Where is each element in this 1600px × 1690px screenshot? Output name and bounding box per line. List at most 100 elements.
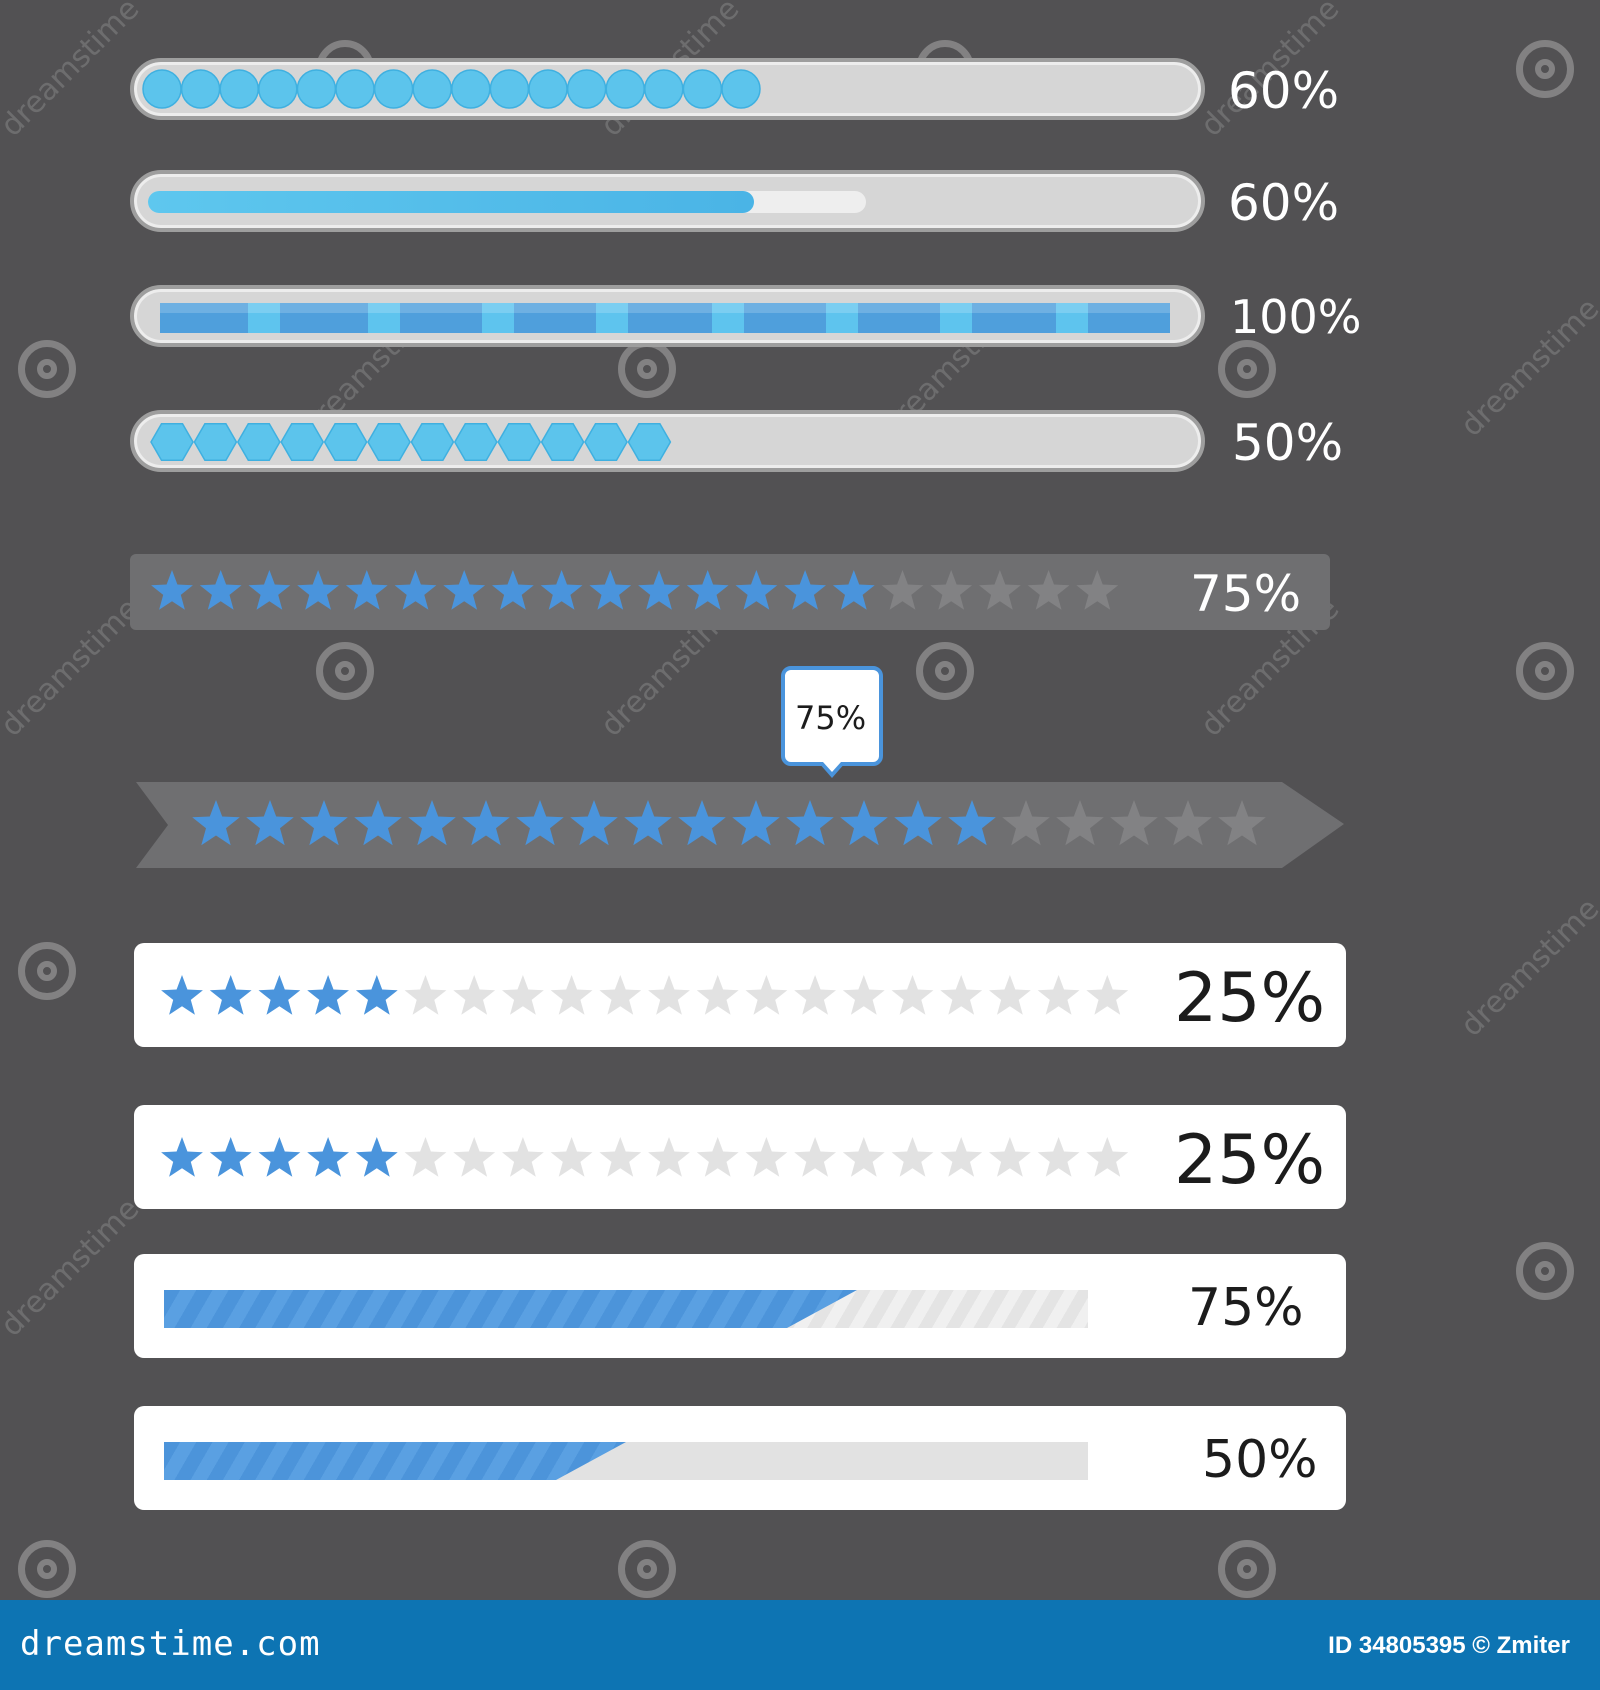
- circles-fill: [142, 69, 761, 109]
- striped-card-bar: 50%: [134, 1406, 1346, 1510]
- striped-track: [164, 1290, 1088, 1328]
- watermark-text: dreamstime: [0, 0, 147, 144]
- star-empty-icon: [1086, 1137, 1129, 1177]
- star-filled-icon: [199, 570, 242, 610]
- star-filled-icon: [345, 570, 388, 610]
- star-empty-icon: [794, 975, 836, 1015]
- star-filled-icon: [394, 570, 437, 610]
- star-rating: [151, 570, 1119, 610]
- star-empty-icon: [989, 975, 1031, 1015]
- star-filled-icon: [686, 570, 729, 610]
- star-empty-icon: [502, 1137, 544, 1177]
- progress-bars-canvas: dreamstime dreamstime dreamstime dreamst…: [0, 0, 1600, 1598]
- star-empty-icon: [930, 570, 973, 610]
- star-filled-icon: [638, 570, 680, 610]
- circles-progress-bar: [130, 58, 1205, 120]
- star-filled-icon: [732, 800, 780, 846]
- star-empty-icon: [1002, 800, 1050, 846]
- star-empty-icon: [1027, 570, 1070, 610]
- star-filled-icon: [209, 1137, 252, 1177]
- progress-label: 100%: [1230, 290, 1362, 344]
- watermark-text: dreamstime: [0, 591, 147, 744]
- star-filled-icon: [192, 800, 240, 846]
- segment-highlight: [1056, 303, 1088, 333]
- star-filled-icon: [786, 800, 834, 846]
- progress-label: 50%: [1202, 1430, 1318, 1490]
- watermark-swirl-icon: [1516, 40, 1574, 98]
- star-empty-icon: [1076, 570, 1119, 610]
- star-empty-icon: [502, 975, 544, 1015]
- progress-hexagon: [410, 423, 455, 461]
- star-empty-icon: [940, 975, 983, 1015]
- star-empty-icon: [989, 1137, 1031, 1177]
- star-empty-icon: [404, 975, 447, 1015]
- star-filled-icon: [516, 800, 564, 846]
- watermark-swirl-icon: [1218, 1540, 1276, 1598]
- star-filled-icon: [832, 570, 875, 610]
- star-card-bar: 25%: [134, 943, 1346, 1047]
- star-empty-icon: [696, 975, 739, 1015]
- star-filled-icon: [248, 570, 291, 610]
- watermark-swirl-icon: [18, 1540, 76, 1598]
- segment-highlight: [596, 303, 628, 333]
- star-card-bar: 25%: [134, 1105, 1346, 1209]
- star-filled-icon: [354, 800, 402, 846]
- star-filled-icon: [462, 800, 510, 846]
- progress-circle: [605, 69, 645, 109]
- star-empty-icon: [1110, 800, 1158, 846]
- progress-hexagon: [367, 423, 411, 461]
- segment-highlight: [712, 303, 744, 333]
- star-filled-icon: [300, 800, 348, 846]
- progress-hexagon: [236, 423, 281, 461]
- hexagon-progress-bar: [130, 410, 1205, 472]
- star-empty-icon: [940, 1137, 983, 1177]
- star-empty-icon: [745, 975, 788, 1015]
- watermark-swirl-icon: [1516, 1242, 1574, 1300]
- tooltip-pointer: [818, 762, 846, 778]
- star-empty-icon: [891, 975, 934, 1015]
- segment-highlight: [368, 303, 400, 333]
- striped-track: [164, 1442, 1088, 1480]
- star-filled-icon: [678, 800, 726, 846]
- star-empty-icon: [648, 1137, 690, 1177]
- progress-circle: [566, 69, 607, 109]
- progress-label: 75%: [1188, 1278, 1304, 1338]
- progress-circle: [335, 69, 375, 109]
- star-filled-icon: [307, 975, 349, 1015]
- progress-label: 25%: [1174, 959, 1326, 1038]
- progress-circle: [644, 69, 684, 109]
- star-empty-icon: [979, 570, 1021, 610]
- striped-card-bar: 75%: [134, 1254, 1346, 1358]
- watermark-text: dreamstime: [0, 1191, 147, 1344]
- segment-highlight: [248, 303, 280, 333]
- star-filled-icon: [151, 570, 193, 610]
- star-empty-icon: [794, 1137, 836, 1177]
- watermark-swirl-icon: [618, 1540, 676, 1598]
- segmented-fill: [160, 303, 1170, 333]
- watermark-swirl-icon: [916, 642, 974, 700]
- star-filled-icon: [408, 800, 456, 846]
- progress-circle: [296, 69, 337, 109]
- progress-hexagon: [497, 423, 542, 461]
- striped-fill: [164, 1290, 857, 1328]
- star-filled-icon: [570, 800, 618, 846]
- star-empty-icon: [1086, 975, 1129, 1015]
- star-empty-icon: [1164, 800, 1212, 846]
- progress-label: 25%: [1174, 1121, 1326, 1200]
- progress-hexagon: [280, 423, 325, 461]
- progress-circle: [142, 69, 182, 109]
- star-empty-icon: [842, 1137, 885, 1177]
- smooth-progress-bar: [130, 170, 1205, 232]
- star-filled-icon: [258, 975, 301, 1015]
- progress-hexagon: [323, 423, 368, 461]
- star-empty-icon: [891, 1137, 934, 1177]
- progress-circle: [412, 69, 452, 109]
- star-empty-icon: [453, 975, 496, 1015]
- star-filled-icon: [840, 800, 888, 846]
- watermark-text: dreamstime: [1454, 891, 1600, 1044]
- star-empty-icon: [599, 1137, 642, 1177]
- progress-circle: [682, 69, 723, 109]
- star-empty-icon: [404, 1137, 447, 1177]
- watermark-swirl-icon: [1516, 642, 1574, 700]
- star-filled-icon: [443, 570, 486, 610]
